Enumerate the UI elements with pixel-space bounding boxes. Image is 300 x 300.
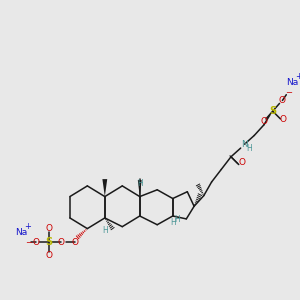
Text: +: +	[296, 72, 300, 81]
Text: H: H	[137, 179, 142, 188]
Text: O: O	[32, 238, 39, 247]
Text: H: H	[170, 218, 176, 227]
Text: O: O	[45, 251, 52, 260]
Polygon shape	[102, 179, 107, 196]
Text: S: S	[45, 237, 52, 247]
Text: S: S	[269, 106, 276, 116]
Text: Na: Na	[286, 78, 298, 87]
Text: O: O	[280, 116, 287, 124]
Text: O: O	[71, 238, 78, 247]
Text: −: −	[25, 238, 32, 247]
Text: O: O	[260, 117, 268, 126]
Text: O: O	[45, 224, 52, 233]
Text: O: O	[58, 238, 64, 247]
Text: Na: Na	[15, 228, 28, 237]
Text: −: −	[285, 88, 292, 97]
Text: O: O	[279, 96, 286, 105]
Text: O: O	[238, 158, 245, 167]
Text: +: +	[24, 222, 31, 231]
Polygon shape	[138, 180, 142, 196]
Text: N: N	[241, 140, 248, 149]
Text: H: H	[102, 226, 108, 235]
Text: H: H	[175, 215, 181, 224]
Text: H: H	[247, 144, 252, 153]
